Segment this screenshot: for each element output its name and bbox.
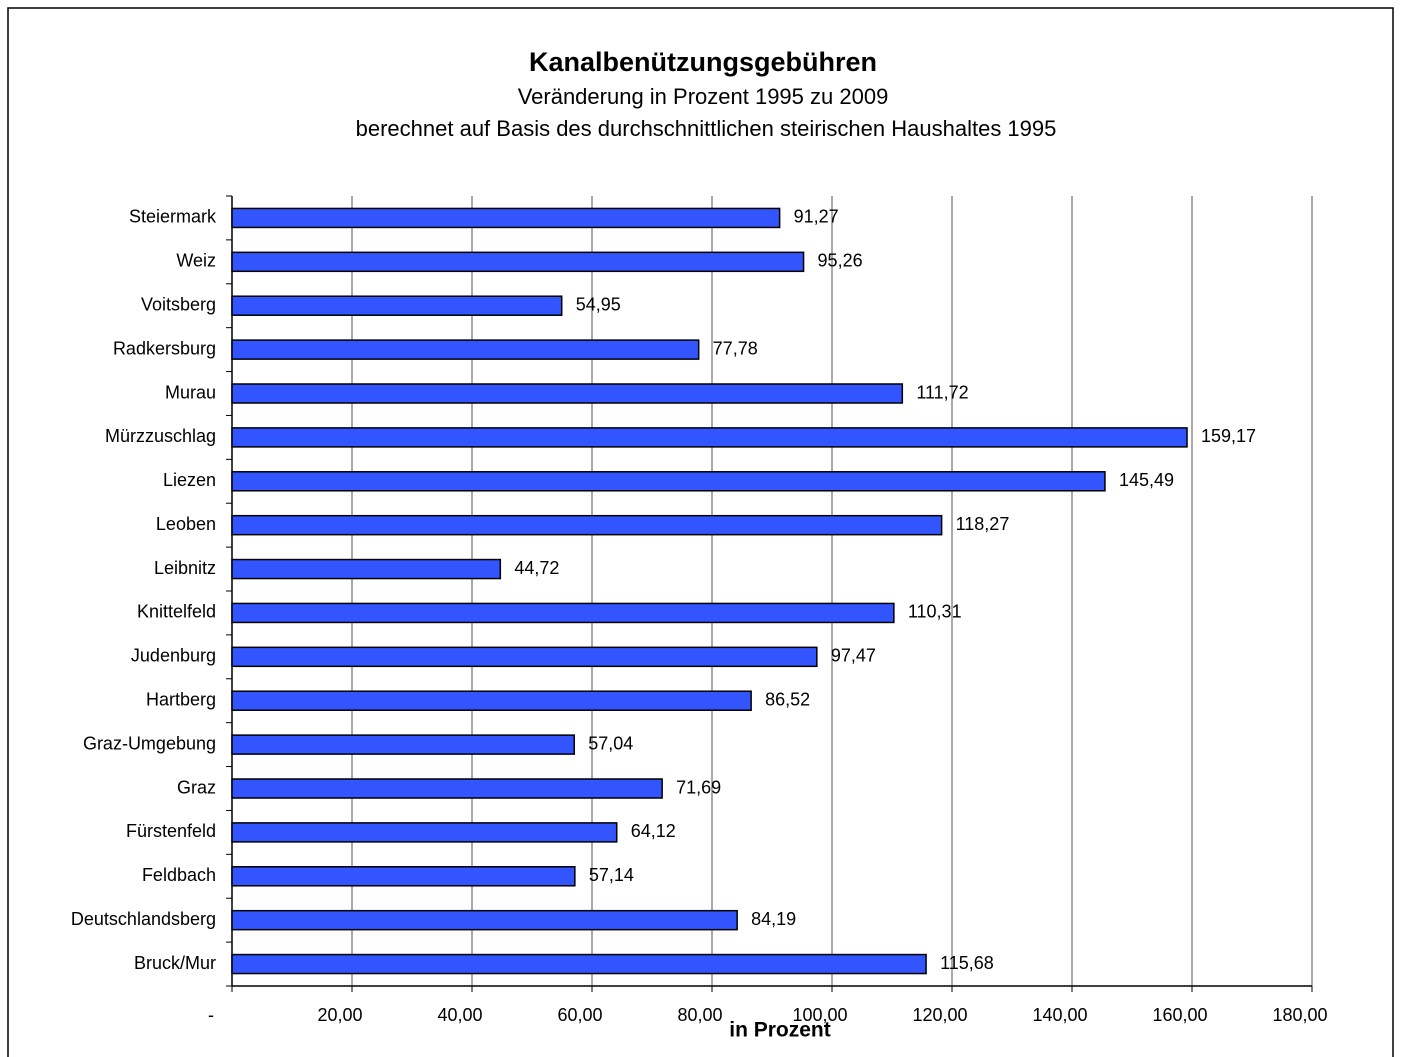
value-label: 84,19 (751, 909, 796, 929)
bar (231, 866, 576, 887)
value-label: 95,26 (818, 251, 863, 271)
y-tick-label: Voitsberg (141, 294, 216, 314)
value-label: 111,72 (916, 382, 968, 402)
bar (231, 383, 904, 404)
x-tick-label: 40,00 (437, 1005, 482, 1025)
bar (231, 734, 575, 755)
bar (231, 207, 781, 229)
y-tick-label: Knittelfeld (137, 602, 216, 622)
x-tick-label: 80,00 (677, 1005, 722, 1025)
value-label: 97,47 (831, 646, 876, 666)
bar (231, 953, 927, 975)
bar (231, 822, 618, 843)
value-label: 64,12 (631, 821, 676, 841)
value-label: 118,27 (956, 514, 1010, 534)
bar (231, 295, 563, 316)
value-label: 71,69 (676, 777, 721, 797)
bar (231, 471, 1106, 492)
bar (231, 778, 663, 799)
x-tick-label: 20,00 (317, 1005, 362, 1025)
value-label: 77,78 (713, 338, 758, 358)
bar (231, 558, 502, 580)
y-tick-label: Steiermark (129, 207, 217, 227)
y-tick-label: Radkersburg (113, 338, 216, 358)
x-tick-label: 60,00 (557, 1005, 602, 1025)
y-tick-label: Leibnitz (154, 558, 216, 578)
x-tick-label: - (208, 1005, 214, 1025)
bar (231, 602, 895, 624)
bar (231, 251, 805, 273)
value-label: 86,52 (765, 689, 810, 709)
y-tick-label: Graz (177, 777, 216, 797)
y-tick-label: Fürstenfeld (126, 821, 216, 841)
value-label: 57,14 (589, 865, 634, 885)
bar (231, 427, 1188, 448)
chart-frame (7, 7, 1394, 1057)
x-tick-label: 180,00 (1272, 1005, 1327, 1025)
value-label: 91,27 (794, 207, 839, 227)
value-label: 115,68 (940, 953, 994, 973)
y-tick-label: Bruck/Mur (134, 953, 216, 973)
x-axis-title: in Prozent (729, 1019, 831, 1042)
value-label: 44,72 (514, 558, 559, 578)
chart-subtitle: berechnet auf Basis des durchschnittlich… (356, 116, 1057, 141)
y-tick-label: Hartberg (146, 689, 216, 709)
y-tick-label: Leoben (156, 514, 216, 534)
x-tick-label: 140,00 (1032, 1005, 1087, 1025)
y-tick-label: Mürzzuschlag (105, 426, 216, 446)
bar (231, 514, 943, 536)
value-label: 145,49 (1119, 470, 1174, 490)
bar (231, 909, 738, 931)
value-label: 159,17 (1201, 426, 1256, 446)
y-tick-label: Judenburg (131, 646, 216, 666)
bar (231, 339, 700, 360)
bar (231, 646, 818, 668)
y-tick-label: Liezen (163, 470, 216, 490)
y-tick-label: Murau (165, 382, 216, 402)
value-label: 54,95 (576, 294, 621, 314)
y-tick-label: Deutschlandsberg (71, 909, 216, 929)
chart-title: Kanalbenützungsgebühren (529, 47, 877, 77)
x-tick-label: 120,00 (912, 1005, 967, 1025)
value-label: 57,04 (588, 733, 633, 753)
y-tick-label: Weiz (176, 251, 216, 271)
chart-subtitle: Veränderung in Prozent 1995 zu 2009 (518, 84, 889, 109)
bar (231, 690, 752, 711)
x-tick-label: 100,00 (792, 1005, 847, 1025)
y-tick-label: Feldbach (142, 865, 216, 885)
x-tick-label: 160,00 (1152, 1005, 1207, 1025)
value-label: 110,31 (908, 602, 962, 622)
y-tick-label: Graz-Umgebung (83, 733, 216, 753)
